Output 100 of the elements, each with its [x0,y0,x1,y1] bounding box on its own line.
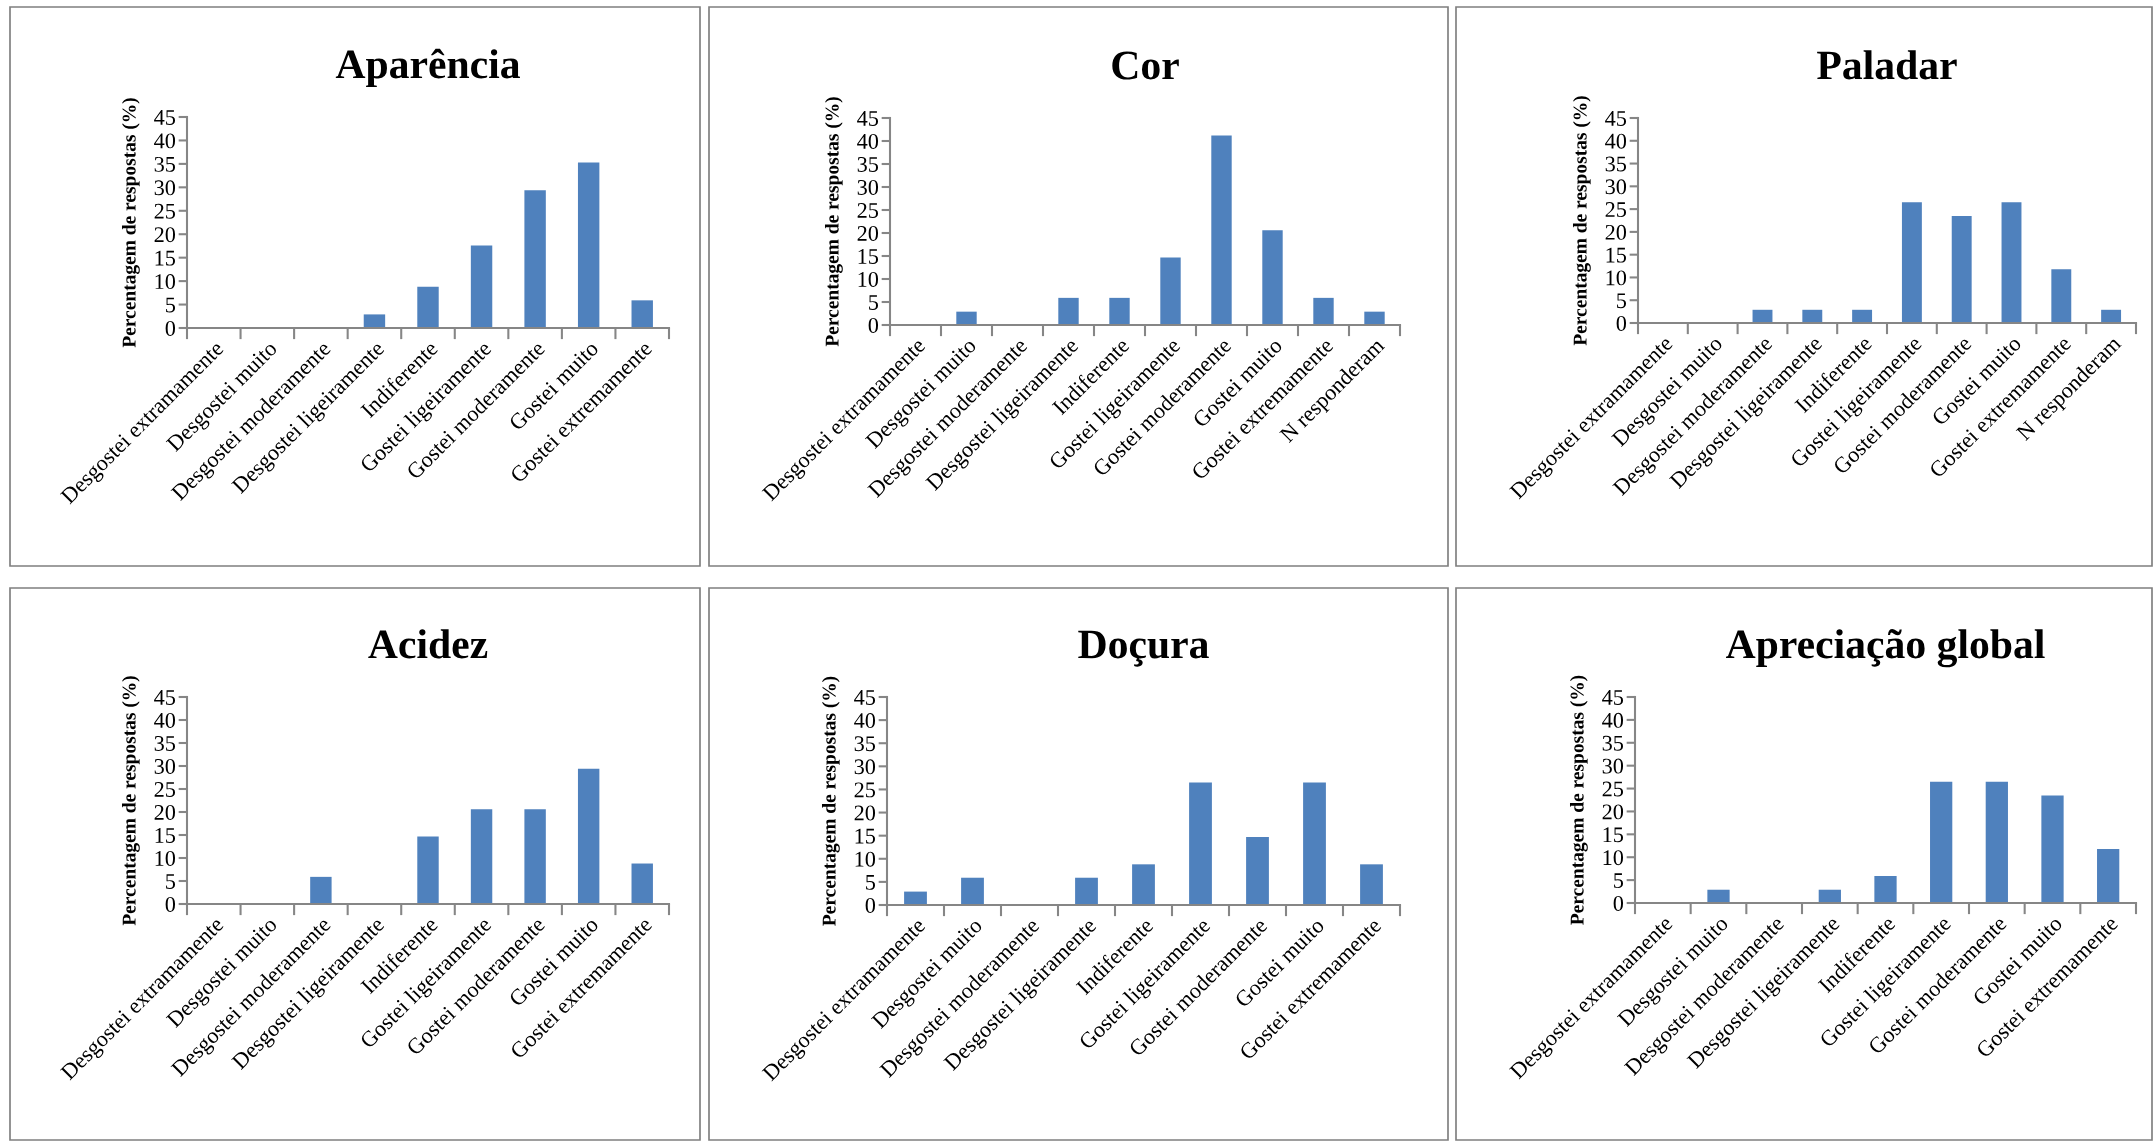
bar [1189,782,1212,905]
y-tick-label: 25 [154,203,176,219]
y-tick-label: 0 [1616,315,1627,331]
bar [1160,257,1181,325]
bar [2051,269,2072,323]
bar [1075,877,1098,905]
bar [1852,309,1873,323]
bar [470,809,493,904]
bar [1132,864,1155,905]
y-tick-label: 35 [154,156,176,172]
bar [470,245,493,328]
chart-title: Cor [1112,51,1179,80]
bar [2041,795,2064,903]
bar [577,768,600,904]
y-tick-label: 40 [1605,133,1627,149]
bar [1058,297,1079,325]
y-tick-label: 10 [855,851,876,867]
y-tick-label: 20 [1602,804,1624,820]
chart-title: Paladar [1817,50,1957,80]
y-tick-label: 0 [1613,895,1624,911]
y-tick-label: 15 [155,250,176,266]
bar [1930,781,1953,903]
y-tick-label: 45 [854,690,876,705]
bar [1313,297,1334,325]
y-tick-label: 0 [865,897,876,913]
bar [1802,309,1823,323]
chart-title: Apreciação global [1725,629,2045,668]
y-tick-label: 5 [166,297,176,313]
bar [417,836,439,904]
y-tick-label: 30 [1605,179,1627,195]
y-tick-label: 25 [1602,781,1624,797]
y-tick-label: 35 [857,156,879,172]
y-tick-label: 40 [854,713,876,729]
y-tick-label: 20 [854,805,876,821]
y-tick-label: 20 [857,225,879,241]
chart-title: Aparência [335,48,520,87]
y-tick-label: 25 [854,782,876,798]
y-tick-label: 35 [1602,735,1624,751]
y-tick-label: 35 [154,735,176,751]
y-tick-label: 5 [866,875,876,890]
y-tick-label: 15 [155,828,176,843]
y-tick-label: 30 [154,758,176,774]
y-tick-label: 10 [1606,270,1627,286]
bar [631,863,653,904]
bar [310,876,332,904]
bar [1874,875,1897,903]
y-tick-label: 15 [1606,247,1627,263]
y-tick-label: 30 [1602,758,1624,774]
y-tick-label: 5 [1617,293,1627,309]
y-tick-label: 5 [1614,873,1624,889]
y-tick-label: 45 [154,690,176,705]
y-tick-label: 30 [854,759,876,775]
bar [1985,781,2008,903]
y-tick-label: 15 [855,828,876,844]
bar [1109,297,1130,325]
y-tick-label: 25 [1605,202,1627,218]
bar [524,809,546,904]
bar [2101,309,2122,323]
bar [1951,215,1972,323]
y-tick-label: 40 [857,133,879,149]
bar [417,286,439,328]
y-tick-label: 25 [857,202,879,218]
bar [956,311,977,325]
y-tick-label: 40 [154,712,176,728]
bar [1707,889,1730,903]
y-tick-label: 10 [155,850,176,866]
y-tick-label: 20 [1605,224,1627,240]
y-tick-label: 45 [1605,111,1627,126]
y-tick-label: 10 [858,271,879,287]
y-tick-label: 30 [857,179,879,195]
y-tick-label: 35 [854,736,876,752]
bar [524,190,546,328]
y-tick-label: 45 [1602,690,1624,705]
y-tick-label: 45 [857,111,879,126]
y-tick-label: 0 [868,317,879,333]
y-tick-label: 35 [1605,156,1627,172]
y-tick-label: 20 [154,227,176,243]
y-tick-label: 15 [858,249,879,264]
y-tick-label: 45 [154,110,176,125]
bar [2097,848,2120,903]
y-tick-label: 15 [1603,827,1624,843]
bar [1364,311,1385,325]
y-tick-label: 30 [154,180,176,196]
bar [1360,864,1383,905]
y-tick-label: 25 [154,781,176,797]
y-tick-label: 20 [154,804,176,820]
bar [363,314,386,328]
y-tick-label: 0 [165,320,176,336]
bar [904,891,927,905]
chart-title: Doçura [1078,630,1209,667]
y-tick-label: 40 [1602,712,1624,728]
y-tick-label: 10 [1603,850,1624,866]
bar [631,300,653,328]
y-tick-label: 40 [154,133,176,149]
bar [1262,230,1283,325]
bar [1901,202,1922,323]
bar [1303,782,1326,905]
bar [1246,837,1269,905]
bar [961,877,984,905]
y-tick-label: 5 [166,874,176,889]
